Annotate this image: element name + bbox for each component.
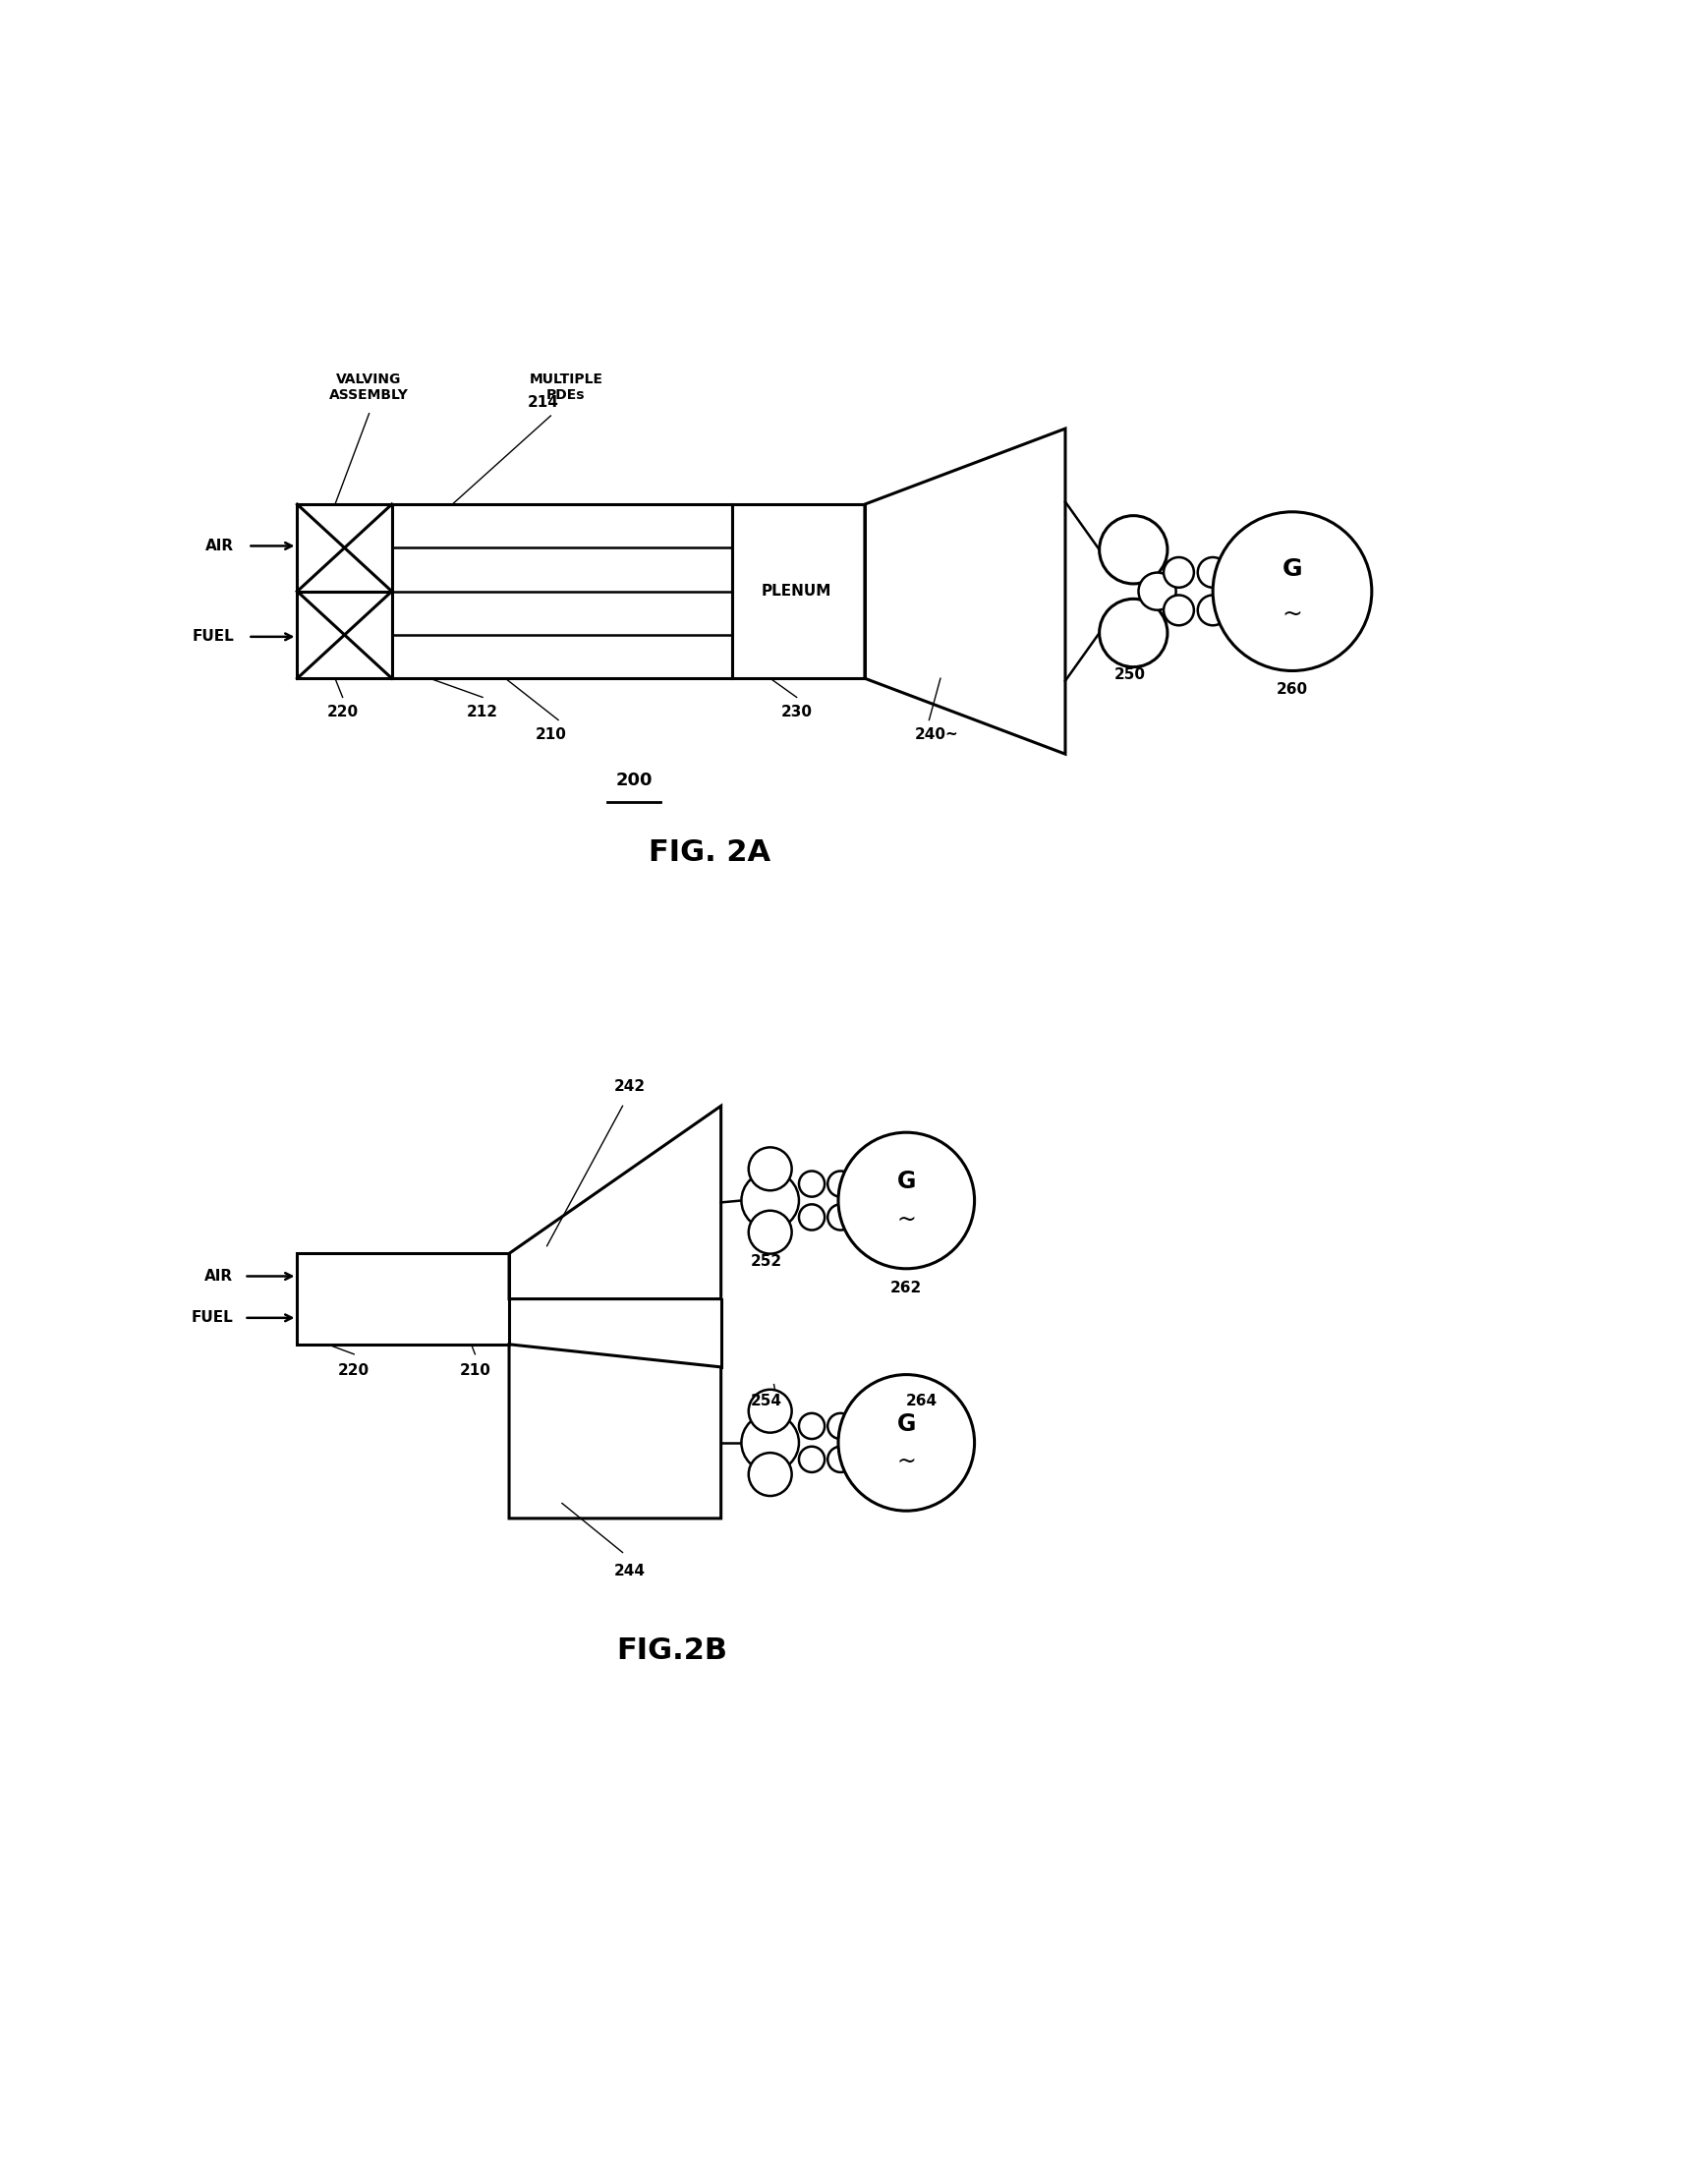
Bar <box>297 1255 509 1344</box>
Bar <box>297 590 391 677</box>
Circle shape <box>1163 595 1194 625</box>
Text: 252: 252 <box>750 1255 782 1268</box>
Circle shape <box>748 1148 793 1191</box>
Circle shape <box>799 1204 825 1231</box>
Text: AIR: AIR <box>205 538 234 553</box>
Text: 214: 214 <box>528 394 559 409</box>
Text: FIG. 2A: FIG. 2A <box>649 839 770 867</box>
Text: 260: 260 <box>1276 682 1308 697</box>
Text: G: G <box>897 1170 915 1194</box>
Text: 220: 220 <box>326 706 359 719</box>
Circle shape <box>1100 599 1168 666</box>
Text: MULTIPLE
PDEs: MULTIPLE PDEs <box>529 372 603 401</box>
Text: G: G <box>897 1411 915 1435</box>
Text: ~: ~ <box>1283 603 1303 625</box>
Circle shape <box>1139 573 1175 610</box>
Text: FIG.2B: FIG.2B <box>617 1636 728 1666</box>
Circle shape <box>1197 558 1228 588</box>
Circle shape <box>828 1172 854 1196</box>
Circle shape <box>799 1172 825 1196</box>
Text: FUEL: FUEL <box>191 1311 232 1324</box>
Circle shape <box>839 1374 975 1512</box>
Circle shape <box>828 1446 854 1472</box>
Text: ~: ~ <box>897 1207 915 1231</box>
Text: 250: 250 <box>1114 666 1146 682</box>
Text: 212: 212 <box>466 706 499 719</box>
Circle shape <box>748 1211 793 1255</box>
Text: 242: 242 <box>615 1080 646 1093</box>
Text: 230: 230 <box>781 706 813 719</box>
Circle shape <box>741 1414 799 1472</box>
Text: PLENUM: PLENUM <box>762 584 832 599</box>
Text: 262: 262 <box>890 1281 922 1296</box>
Circle shape <box>1213 512 1372 671</box>
Text: 210: 210 <box>535 727 567 743</box>
Circle shape <box>741 1172 799 1228</box>
Text: AIR: AIR <box>205 1270 232 1283</box>
Text: G: G <box>1283 558 1303 579</box>
Text: 220: 220 <box>338 1363 369 1379</box>
Circle shape <box>1100 516 1168 584</box>
Circle shape <box>748 1453 793 1496</box>
Circle shape <box>748 1390 793 1433</box>
Circle shape <box>828 1204 854 1231</box>
Text: 200: 200 <box>615 771 652 788</box>
Circle shape <box>799 1446 825 1472</box>
Text: FUEL: FUEL <box>193 629 234 645</box>
Text: 210: 210 <box>459 1363 490 1379</box>
Text: ~: ~ <box>897 1451 915 1475</box>
Text: 264: 264 <box>905 1394 938 1409</box>
Text: 244: 244 <box>615 1564 646 1579</box>
Text: VALVING
ASSEMBLY: VALVING ASSEMBLY <box>330 372 408 401</box>
Circle shape <box>828 1414 854 1440</box>
Bar <box>733 505 864 677</box>
Bar <box>297 505 391 590</box>
Circle shape <box>1197 595 1228 625</box>
Circle shape <box>799 1414 825 1440</box>
Bar <box>391 505 733 677</box>
Circle shape <box>839 1133 975 1268</box>
Text: 254: 254 <box>750 1394 782 1409</box>
Text: 240~: 240~ <box>915 727 958 743</box>
Circle shape <box>1163 558 1194 588</box>
